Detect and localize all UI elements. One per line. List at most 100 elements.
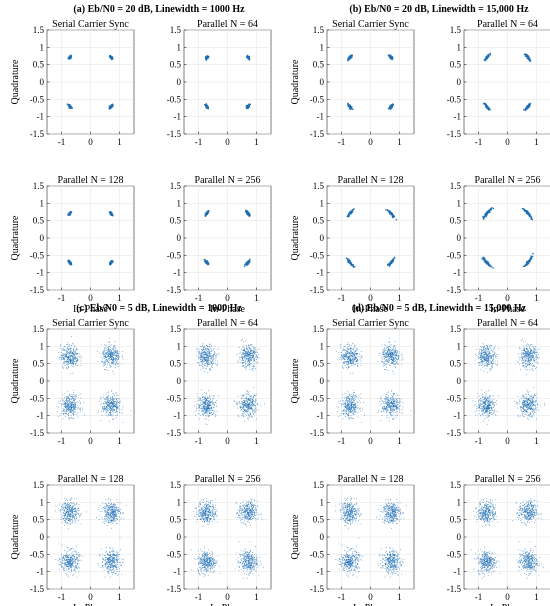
scatter-point bbox=[102, 358, 103, 360]
scatter-point bbox=[108, 348, 110, 350]
scatter-point bbox=[253, 411, 255, 413]
scatter-point bbox=[201, 365, 203, 366]
scatter-point bbox=[203, 353, 205, 355]
scatter-point bbox=[248, 347, 250, 349]
scatter-point bbox=[77, 352, 79, 354]
scatter-point bbox=[203, 357, 204, 359]
scatter-point bbox=[257, 349, 258, 351]
scatter-point bbox=[115, 357, 116, 358]
subplot-title: Parallel N = 64 bbox=[477, 19, 538, 30]
scatter-point bbox=[212, 360, 214, 361]
scatter-point bbox=[246, 355, 248, 357]
scatter-point bbox=[116, 395, 118, 397]
scatter-point bbox=[80, 393, 82, 395]
scatter-point bbox=[121, 356, 123, 358]
scatter-point bbox=[56, 411, 58, 413]
scatter-point bbox=[246, 345, 248, 347]
scatter-point bbox=[69, 213, 71, 215]
scatter-point bbox=[530, 216, 533, 219]
scatter-point bbox=[71, 412, 73, 414]
scatter-point bbox=[110, 359, 111, 360]
scatter-point bbox=[75, 353, 76, 355]
scatter-point bbox=[74, 346, 76, 348]
scatter-point bbox=[202, 352, 204, 353]
scatter-point bbox=[205, 363, 207, 364]
scatter-point bbox=[78, 407, 79, 408]
scatter-point bbox=[70, 362, 71, 363]
scatter-point bbox=[247, 410, 249, 411]
scatter-point bbox=[213, 409, 215, 411]
scatter-point bbox=[197, 403, 199, 405]
scatter-point bbox=[240, 402, 242, 404]
scatter-point bbox=[105, 359, 107, 361]
scatter-point bbox=[109, 412, 111, 414]
scatter-point bbox=[113, 352, 115, 354]
scatter-point bbox=[70, 356, 72, 357]
scatter-point bbox=[247, 361, 249, 363]
y-tick-label: -1 bbox=[174, 268, 182, 278]
scatter-point bbox=[245, 366, 247, 368]
scatter-point bbox=[69, 357, 71, 359]
scatter-point bbox=[67, 398, 69, 399]
scatter-point bbox=[72, 360, 74, 362]
scatter-point bbox=[58, 416, 60, 417]
scatter-point bbox=[244, 367, 246, 369]
scatter-point bbox=[245, 367, 247, 369]
scatter-point bbox=[73, 360, 75, 362]
scatter-point bbox=[70, 359, 72, 361]
scatter-point bbox=[214, 411, 216, 413]
scatter-point bbox=[247, 364, 249, 366]
y-tick-label: 0 bbox=[40, 376, 45, 386]
scatter-point bbox=[391, 104, 393, 107]
scatter-point bbox=[217, 353, 219, 355]
scatter-point bbox=[489, 52, 491, 55]
scatter-point bbox=[105, 409, 107, 411]
y-tick-label: 1.5 bbox=[313, 181, 325, 191]
scatter-point bbox=[68, 415, 69, 416]
scatter-point bbox=[121, 354, 123, 356]
scatter-point bbox=[112, 400, 114, 402]
scatter-point bbox=[211, 363, 213, 365]
y-tick-label: 0 bbox=[40, 77, 45, 87]
scatter-point bbox=[68, 349, 70, 350]
scatter-point bbox=[67, 359, 69, 360]
scatter-point bbox=[64, 393, 66, 395]
scatter-point bbox=[66, 350, 67, 352]
scatter-point bbox=[99, 401, 101, 402]
scatter-point bbox=[216, 349, 218, 351]
scatter-point bbox=[65, 396, 67, 398]
scatter-point bbox=[72, 372, 74, 374]
scatter-point bbox=[73, 404, 75, 406]
scatter-point bbox=[213, 397, 215, 399]
x-tick-label: 1 bbox=[534, 293, 539, 303]
scatter-point bbox=[244, 420, 245, 422]
scatter-point bbox=[211, 365, 213, 367]
scatter-point bbox=[73, 413, 75, 415]
y-tick-label: 0 bbox=[457, 233, 462, 243]
scatter-point bbox=[72, 347, 74, 349]
scatter-point bbox=[109, 399, 111, 401]
scatter-point bbox=[105, 407, 107, 409]
scatter-point bbox=[103, 407, 104, 409]
scatter-point bbox=[214, 345, 216, 347]
scatter-point bbox=[523, 109, 525, 111]
scatter-point bbox=[70, 404, 71, 406]
scatter-point bbox=[109, 363, 111, 365]
scatter-point bbox=[201, 411, 203, 413]
scatter-point bbox=[244, 359, 246, 361]
scatter-point bbox=[58, 352, 60, 353]
scatter-point bbox=[65, 402, 67, 404]
scatter-point bbox=[65, 399, 67, 400]
scatter-point bbox=[119, 405, 120, 407]
scatter-point bbox=[73, 352, 75, 354]
scatter-point bbox=[199, 365, 201, 367]
scatter-point bbox=[216, 360, 218, 362]
scatter-point bbox=[244, 364, 246, 366]
scatter-point bbox=[113, 350, 115, 352]
scatter-point bbox=[106, 366, 108, 368]
x-tick-label: 0 bbox=[225, 293, 230, 303]
scatter-point bbox=[115, 407, 117, 409]
scatter-point bbox=[250, 350, 252, 352]
scatter-point bbox=[205, 403, 206, 405]
